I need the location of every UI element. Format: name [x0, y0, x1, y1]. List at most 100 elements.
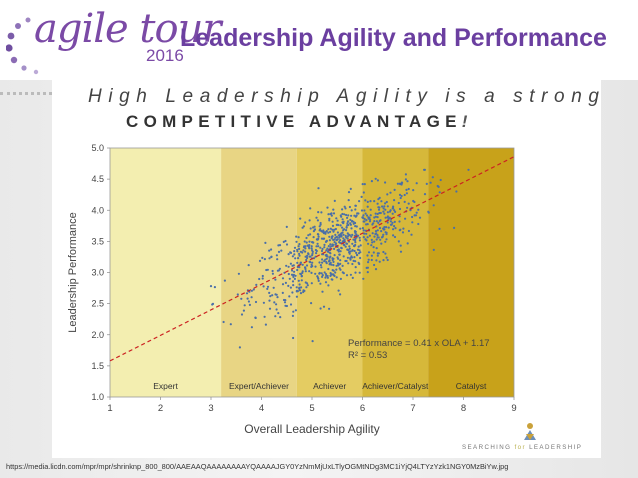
data-point [374, 230, 378, 233]
data-point [317, 279, 320, 282]
data-point [370, 180, 373, 183]
data-point [391, 212, 394, 215]
data-point [310, 302, 313, 305]
data-point [389, 191, 392, 194]
data-point [359, 251, 362, 254]
data-point [268, 249, 271, 252]
data-point [331, 220, 334, 223]
data-point [318, 229, 321, 232]
data-point [401, 231, 405, 234]
data-point [377, 236, 380, 239]
data-point [246, 297, 249, 300]
data-point [367, 261, 370, 264]
data-point [354, 230, 357, 233]
data-point [347, 220, 350, 223]
data-point [382, 210, 385, 213]
data-point [326, 276, 329, 279]
data-point [354, 225, 357, 228]
data-point [373, 235, 376, 238]
data-point [332, 238, 335, 241]
equation-label: Performance = 0.41 x OLA + 1.17 [348, 338, 490, 349]
data-point [328, 239, 331, 242]
data-point [370, 244, 373, 247]
data-point [366, 254, 369, 257]
data-point [300, 274, 303, 278]
data-point [343, 238, 346, 241]
data-point [319, 223, 322, 226]
data-point [254, 316, 257, 319]
data-point [378, 206, 381, 209]
data-point [314, 272, 317, 275]
data-point [398, 207, 402, 211]
data-point [263, 315, 266, 318]
data-point [289, 303, 293, 306]
data-point [367, 251, 371, 254]
data-point [342, 255, 345, 258]
data-point [306, 256, 309, 260]
data-point [281, 291, 284, 294]
data-point [342, 237, 345, 240]
data-point [367, 258, 370, 261]
data-point [350, 214, 353, 217]
data-point [344, 245, 347, 248]
data-point [393, 188, 396, 191]
data-point [344, 259, 347, 263]
data-point [334, 271, 337, 274]
brand-text: SEARCHING for LEADERSHIP [462, 444, 582, 451]
data-point [328, 263, 331, 266]
data-point [242, 309, 245, 312]
data-points [209, 168, 470, 349]
data-point [417, 222, 420, 226]
data-point [327, 250, 330, 253]
band-label: Expert/Achiever [229, 381, 289, 391]
data-point [347, 248, 350, 252]
data-point [306, 244, 309, 247]
band-label: Achiever/Catalyst [362, 381, 429, 391]
data-point [361, 216, 365, 219]
data-point [332, 260, 335, 263]
data-point [319, 246, 322, 249]
data-point [323, 246, 326, 249]
data-point [288, 295, 291, 298]
data-point [399, 196, 402, 200]
data-point [312, 257, 316, 260]
data-point [341, 221, 344, 224]
data-point [275, 303, 278, 306]
data-point [345, 274, 349, 277]
data-point [308, 219, 311, 222]
data-point [266, 268, 269, 271]
data-point [383, 226, 386, 229]
brand-logo: SEARCHING for LEADERSHIP [462, 422, 602, 456]
data-point [310, 263, 313, 266]
data-point [309, 233, 312, 236]
data-point [271, 269, 274, 273]
data-point [305, 264, 309, 267]
data-point [351, 276, 354, 279]
data-point [366, 236, 369, 239]
data-point [344, 234, 347, 237]
data-point [305, 241, 308, 244]
data-point [333, 199, 336, 202]
data-point [299, 262, 302, 265]
data-point [302, 249, 305, 252]
data-point [250, 289, 253, 292]
data-point [375, 259, 378, 262]
data-point [386, 205, 389, 208]
data-point [332, 230, 335, 233]
headline-2-suffix: ! [461, 112, 473, 131]
data-point [414, 214, 418, 217]
data-point [343, 205, 346, 208]
data-point [362, 236, 365, 239]
data-point [343, 244, 346, 247]
data-point [296, 265, 299, 269]
data-point [294, 274, 297, 277]
data-point [339, 277, 342, 280]
data-point [272, 286, 275, 289]
data-point [323, 271, 326, 274]
data-point [264, 241, 267, 244]
data-point [391, 207, 394, 210]
data-point [301, 251, 304, 254]
data-point [360, 209, 364, 212]
data-point [245, 292, 249, 295]
data-point [337, 263, 340, 266]
